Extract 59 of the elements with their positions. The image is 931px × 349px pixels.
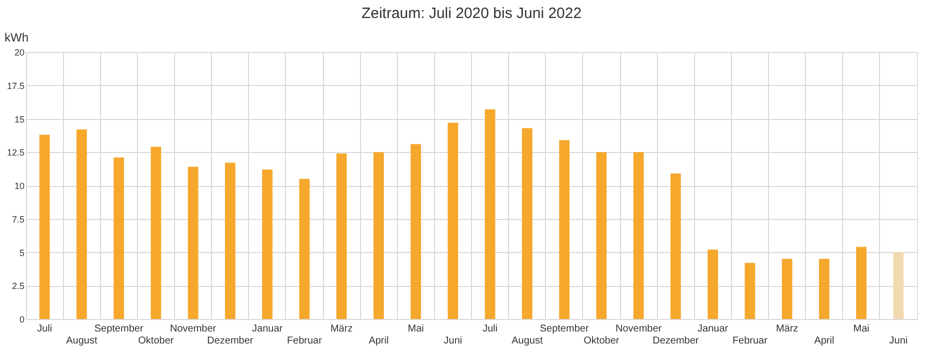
bar	[782, 258, 792, 319]
x-tick-label: Juni	[889, 336, 908, 346]
y-tick-label: 12.5	[6, 148, 24, 158]
bar	[670, 173, 681, 319]
y-tick-label: 17.5	[6, 80, 24, 91]
x-tick-label: März	[330, 324, 353, 334]
bar	[336, 153, 347, 319]
x-tick-label: November	[170, 324, 217, 334]
bar	[224, 162, 236, 319]
bar	[596, 152, 607, 319]
x-tick-label: Februar	[286, 336, 323, 346]
x-tick-label: Juni	[444, 336, 462, 346]
bar	[744, 262, 756, 319]
chart-title: Zeitraum: Juli 2020 bis Juni 2022	[361, 5, 582, 22]
y-tick-label: 15	[14, 114, 24, 124]
x-tick-label: September	[94, 324, 144, 334]
x-tick-label: Mai	[408, 324, 424, 334]
bar	[114, 157, 124, 319]
bar	[856, 246, 867, 319]
x-tick-label: Dezember	[207, 336, 254, 346]
bar	[76, 129, 87, 319]
y-tick-label: 7.5	[12, 214, 24, 224]
bar	[448, 122, 458, 319]
bar	[633, 152, 644, 319]
y-tick-label: 5	[19, 248, 24, 258]
y-tick-label: 0	[19, 314, 24, 324]
y-tick-label: 10	[14, 181, 24, 191]
bar	[893, 252, 904, 319]
x-tick-label: September	[540, 324, 590, 334]
x-tick-label: November	[615, 324, 662, 334]
bar	[410, 144, 422, 319]
bar	[708, 250, 718, 319]
bar	[559, 140, 570, 319]
x-tick-label: Oktober	[584, 336, 620, 346]
bar	[373, 152, 384, 319]
bar	[818, 258, 830, 319]
bar	[39, 134, 50, 319]
bar	[484, 109, 496, 319]
x-tick-label: Oktober	[138, 336, 174, 346]
bar	[188, 166, 198, 319]
bar	[299, 178, 310, 319]
x-tick-label: Januar	[698, 324, 729, 334]
bar	[522, 128, 532, 319]
x-tick-label: August	[512, 336, 543, 346]
x-tick-label: März	[776, 324, 798, 334]
x-tick-label: August	[66, 336, 98, 346]
bar	[262, 169, 273, 319]
x-tick-label: Dezember	[652, 336, 700, 346]
y-tick-label: 2.5	[12, 281, 24, 292]
x-tick-label: April	[814, 336, 834, 346]
x-tick-label: Januar	[252, 324, 284, 334]
x-tick-label: Juli	[482, 324, 498, 334]
x-tick-label: Februar	[732, 336, 768, 346]
x-tick-label: April	[368, 336, 389, 346]
x-tick-label: Mai	[853, 324, 870, 334]
y-tick-label: 20	[14, 48, 24, 58]
bar	[150, 146, 162, 319]
y-axis-title: kWh	[4, 30, 28, 44]
x-tick-label: Juli	[37, 324, 52, 334]
